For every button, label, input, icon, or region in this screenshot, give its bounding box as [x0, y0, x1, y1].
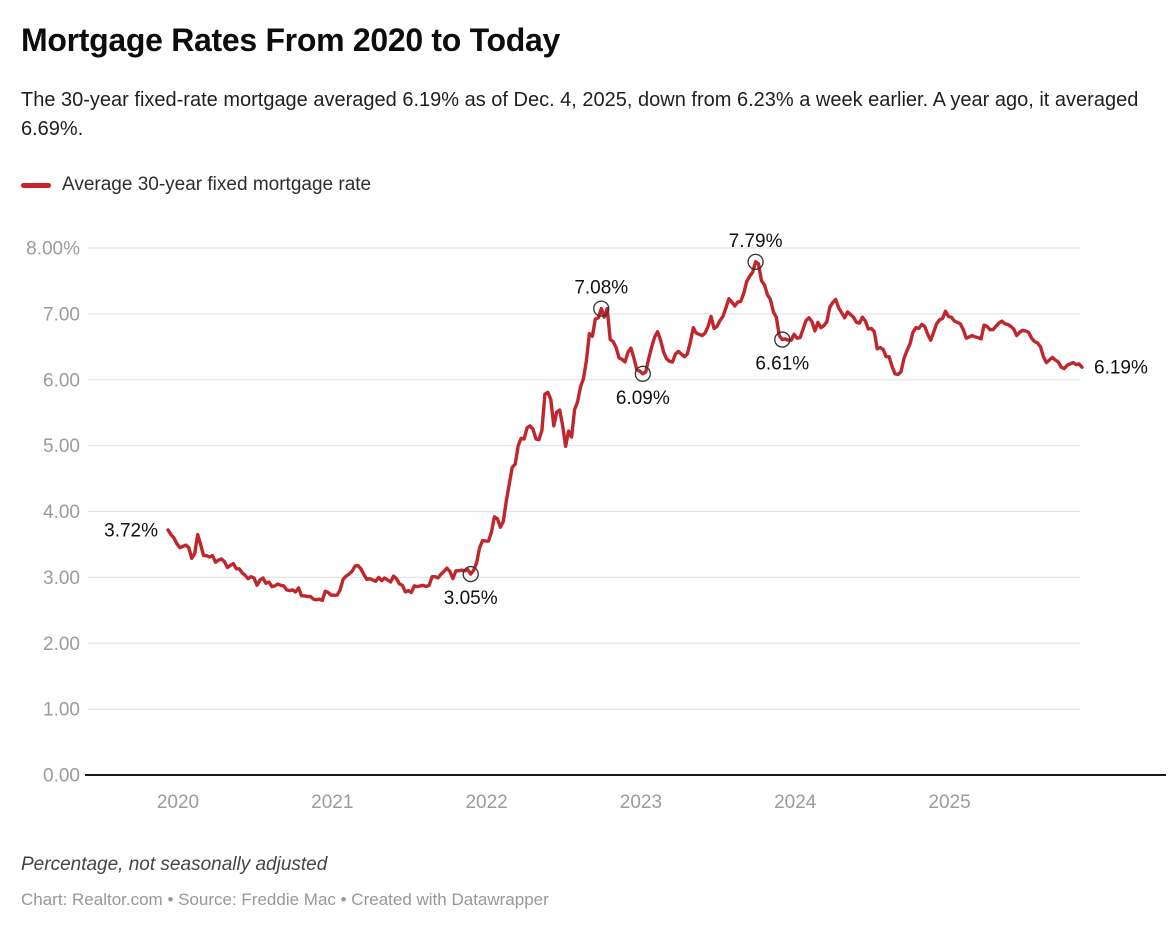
y-tick-label: 6.00 — [43, 370, 80, 391]
value-annotation: 6.19% — [1094, 358, 1148, 379]
value-annotation: 3.05% — [444, 588, 498, 609]
x-tick-label: 2023 — [620, 792, 662, 813]
chart-title: Mortgage Rates From 2020 to Today — [21, 22, 560, 58]
value-annotation: 7.79% — [729, 231, 783, 252]
y-tick-label: 3.00 — [43, 568, 80, 589]
data-point-marker — [593, 300, 610, 317]
x-tick-label: 2022 — [465, 792, 507, 813]
value-annotation: 6.61% — [755, 354, 809, 375]
x-tick-label: 2020 — [157, 792, 199, 813]
y-tick-label: 7.00 — [43, 304, 80, 325]
y-tick-label: 5.00 — [43, 436, 80, 457]
y-tick-label: 1.00 — [43, 700, 80, 721]
data-point-marker — [774, 331, 791, 348]
chart-credits: Chart: Realtor.com • Source: Freddie Mac… — [21, 890, 549, 909]
value-annotation: 6.09% — [616, 388, 670, 409]
chart-subtitle: The 30-year fixed-rate mortgage averaged… — [21, 89, 1139, 140]
value-annotation: 7.08% — [574, 278, 628, 299]
legend: Average 30-year fixed mortgage rate — [21, 174, 371, 196]
data-point-marker — [462, 565, 479, 583]
rate-line — [166, 260, 1084, 603]
mortgage-rate-line-chart: 8.00% 7.00 6.00 5.00 4.00 3.00 2.00 1.00 0.00 202… — [26, 231, 1166, 813]
legend-label: Average 30-year fixed mortgage rate — [62, 174, 372, 195]
y-tick-label: 8.00% — [26, 239, 80, 260]
y-tick-label: 0.00 — [43, 766, 80, 787]
y-tick-label: 2.00 — [43, 634, 80, 655]
x-tick-label: 2025 — [928, 792, 970, 813]
legend-line-swatch — [21, 182, 51, 188]
value-annotation: 3.72% — [104, 520, 158, 541]
x-tick-label: 2021 — [311, 792, 353, 813]
chart-notes: Percentage, not seasonally adjusted — [21, 854, 328, 875]
x-tick-label: 2024 — [774, 792, 817, 813]
data-point-marker — [634, 365, 651, 382]
y-tick-label: 4.00 — [43, 502, 80, 523]
data-point-marker — [747, 253, 764, 270]
